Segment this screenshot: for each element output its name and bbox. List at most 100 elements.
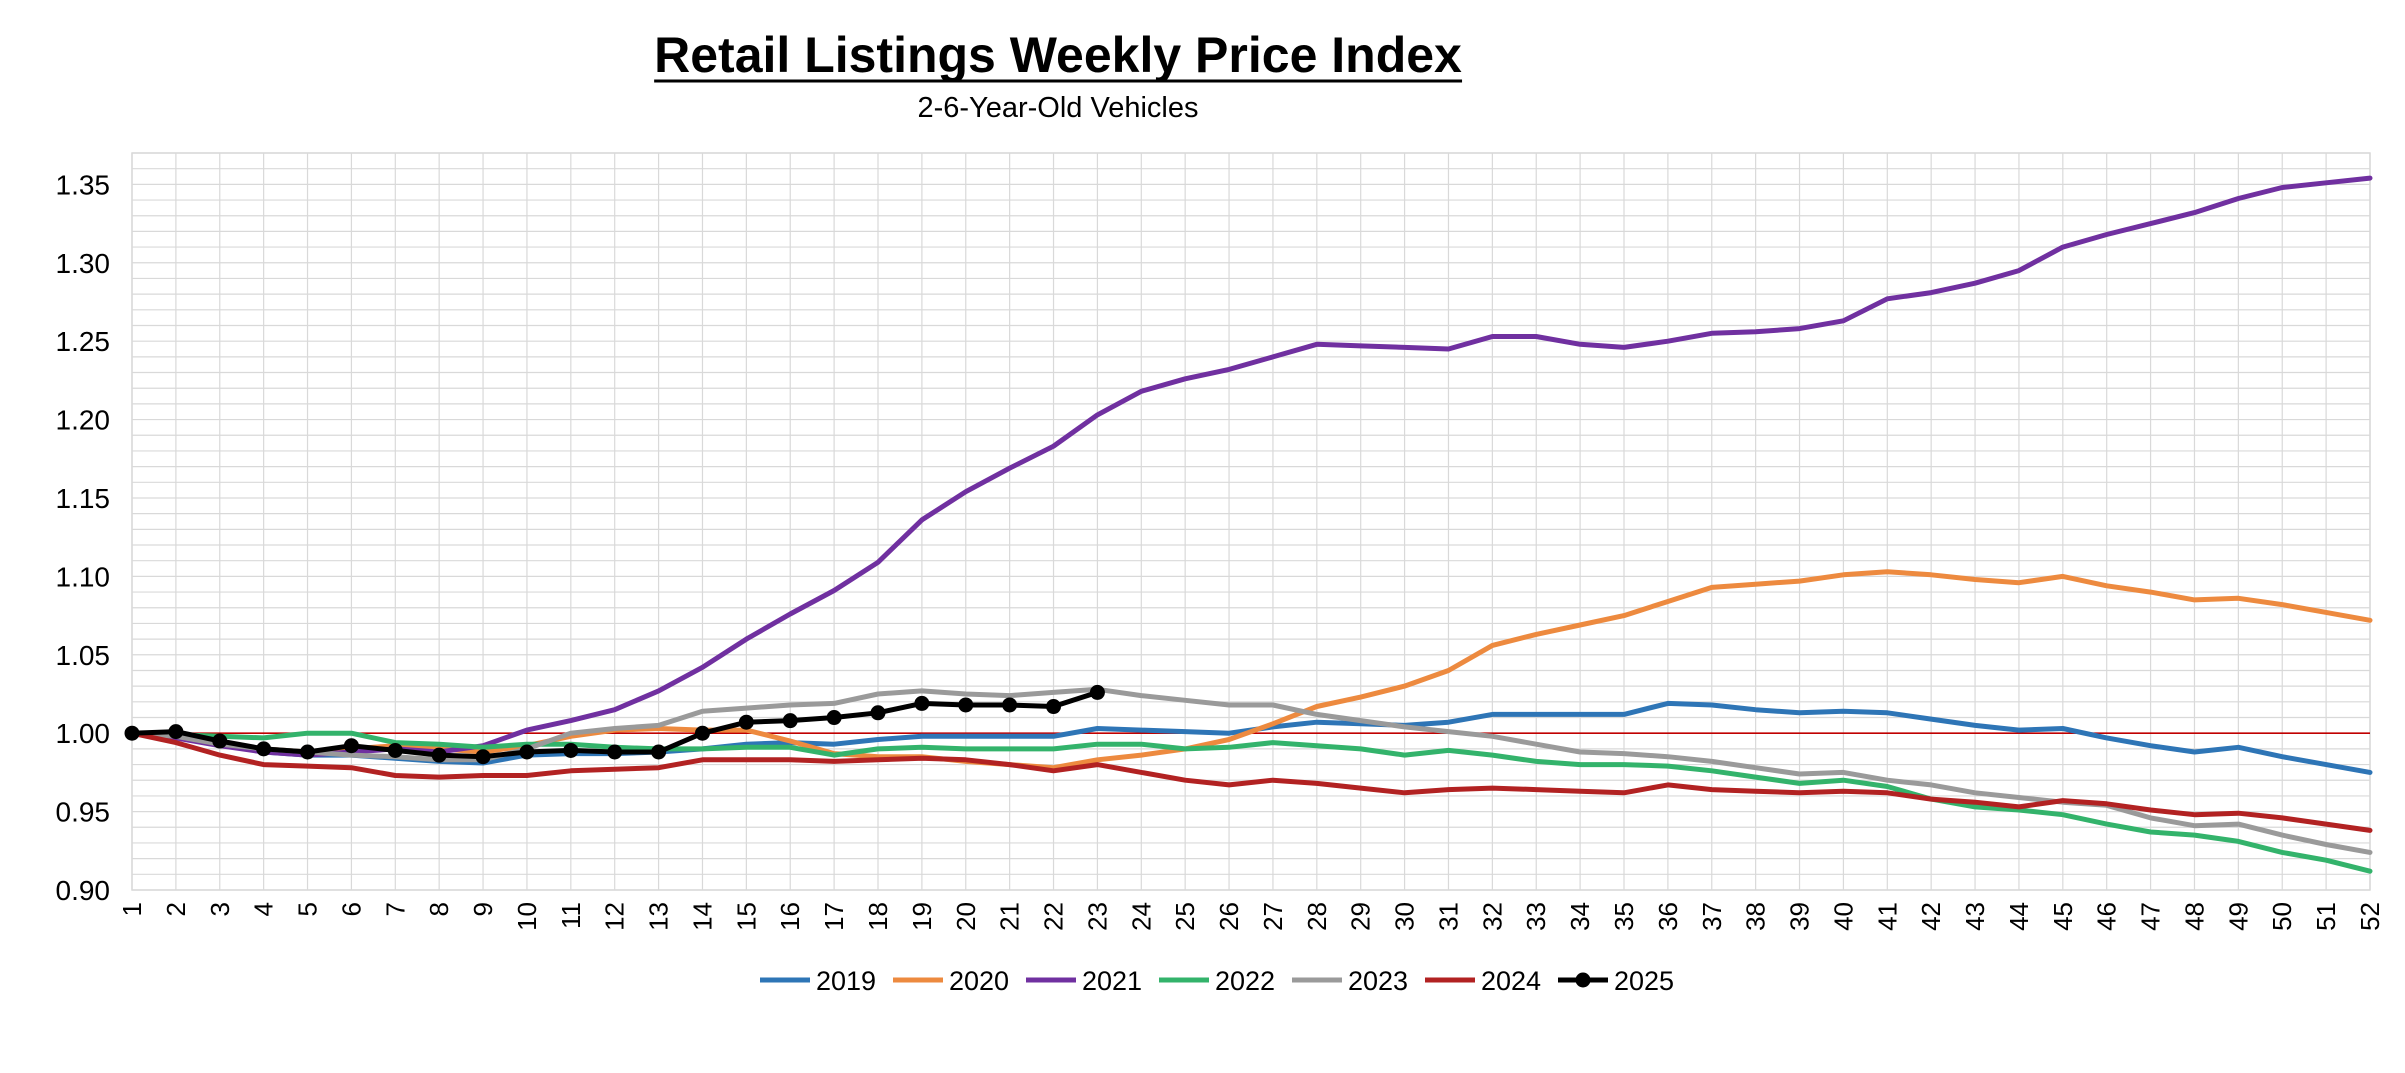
data-point-2025 (124, 725, 140, 741)
data-point-2025 (431, 747, 447, 763)
data-point-2025 (1089, 684, 1105, 700)
x-tick-label: 10 (512, 902, 542, 931)
legend-label: 2022 (1215, 966, 1275, 996)
series-line-2020 (129, 569, 2373, 771)
data-point-2025 (826, 710, 842, 726)
series-2025 (124, 684, 1105, 765)
x-tick-label: 23 (1082, 902, 1112, 931)
data-point-2025 (519, 744, 535, 760)
legend-item-2024: 2024 (1425, 966, 1541, 996)
legend: 2019 2020 2021 2022 2023 2024 2025 (760, 966, 1674, 996)
data-point-2025 (300, 744, 316, 760)
data-point-2025 (563, 742, 579, 758)
x-tick-label: 3 (205, 902, 235, 916)
data-point-2025 (343, 738, 359, 754)
legend-label: 2019 (816, 966, 876, 996)
series-2024 (129, 730, 2373, 833)
x-tick-label: 14 (687, 902, 717, 931)
legend-item-2020: 2020 (893, 966, 1009, 996)
x-tick-label: 38 (1741, 902, 1771, 931)
legend-label: 2020 (949, 966, 1009, 996)
data-point-2025 (738, 714, 754, 730)
x-tick-label: 52 (2355, 902, 2385, 931)
legend-item-2025: 2025 (1558, 966, 1674, 996)
x-tick-label: 48 (2179, 902, 2209, 931)
y-tick-label: 1.00 (56, 718, 111, 749)
y-tick-label: 1.20 (56, 405, 111, 436)
data-point-2025 (607, 744, 623, 760)
x-tick-label: 4 (249, 902, 279, 916)
data-point-2025 (1002, 697, 1018, 713)
y-tick-label: 1.10 (56, 561, 111, 592)
y-tick-label: 1.25 (56, 326, 111, 357)
series-line-2022 (129, 730, 2373, 874)
x-tick-label: 33 (1521, 902, 1551, 931)
legend-label: 2025 (1614, 966, 1674, 996)
y-axis: 0.90 0.95 1.00 1.05 1.10 1.15 1.20 1.25 1.30 1.35 (56, 169, 111, 906)
legend-item-2023: 2023 (1292, 966, 1408, 996)
x-tick-label: 5 (293, 902, 323, 916)
data-point-2025 (168, 724, 184, 740)
x-tick-label: 31 (1433, 902, 1463, 931)
series-layer (124, 175, 2373, 874)
data-point-2025 (914, 695, 930, 711)
x-tick-label: 22 (1039, 902, 1069, 931)
series-line-2021 (129, 175, 2373, 758)
legend-label: 2023 (1348, 966, 1408, 996)
legend-label: 2024 (1481, 966, 1541, 996)
x-tick-label: 28 (1302, 902, 1332, 931)
x-tick-label: 40 (1828, 902, 1858, 931)
x-tick-label: 47 (2136, 902, 2166, 931)
legend-item-2021: 2021 (1026, 966, 1142, 996)
x-tick-label: 39 (1785, 902, 1815, 931)
data-point-2025 (475, 749, 491, 765)
data-point-2025 (651, 744, 667, 760)
x-tick-label: 25 (1170, 902, 1200, 931)
y-tick-label: 0.90 (56, 875, 111, 906)
series-line-2024 (129, 730, 2373, 833)
x-tick-label: 32 (1477, 902, 1507, 931)
chart-subtitle: 2-6-Year-Old Vehicles (917, 92, 1198, 124)
legend-marker (1575, 972, 1591, 988)
x-tick-label: 1 (117, 902, 147, 916)
x-axis: 1 2 3 4 5 6 7 8 9 10 11 12 13 14 15 16 17 18 19 20 21 22 23 24 2… (117, 902, 2385, 931)
legend-item-2019: 2019 (760, 966, 876, 996)
chart-title: Retail Listings Weekly Price Index (654, 27, 1462, 83)
x-tick-label: 19 (907, 902, 937, 931)
x-tick-label: 41 (1872, 902, 1902, 931)
x-tick-label: 29 (1346, 902, 1376, 931)
x-tick-label: 6 (336, 902, 366, 916)
data-point-2025 (256, 741, 272, 757)
x-tick-label: 49 (2223, 902, 2253, 931)
data-point-2025 (870, 705, 886, 721)
x-tick-label: 50 (2267, 902, 2297, 931)
x-tick-label: 12 (600, 902, 630, 931)
data-point-2025 (694, 725, 710, 741)
x-tick-label: 44 (2004, 902, 2034, 931)
title-group: Retail Listings Weekly Price Index 2-6-Y… (654, 27, 1463, 124)
x-tick-label: 16 (775, 902, 805, 931)
x-tick-label: 35 (1609, 902, 1639, 931)
y-tick-label: 0.95 (56, 797, 111, 828)
data-point-2025 (212, 733, 228, 749)
x-tick-label: 13 (644, 902, 674, 931)
x-tick-label: 30 (1390, 902, 1420, 931)
y-tick-label: 1.30 (56, 248, 111, 279)
x-tick-label: 26 (1214, 902, 1244, 931)
x-tick-label: 21 (995, 902, 1025, 931)
x-tick-label: 42 (1916, 902, 1946, 931)
series-2020 (129, 569, 2373, 771)
x-tick-label: 20 (951, 902, 981, 931)
x-tick-label: 17 (819, 902, 849, 931)
x-tick-label: 36 (1653, 902, 1683, 931)
x-tick-label: 46 (2092, 902, 2122, 931)
x-tick-label: 9 (468, 902, 498, 916)
x-tick-label: 45 (2048, 902, 2078, 931)
x-tick-label: 24 (1126, 902, 1156, 931)
series-2021 (129, 175, 2373, 758)
y-tick-label: 1.05 (56, 640, 111, 671)
x-tick-label: 8 (424, 902, 454, 916)
y-tick-label: 1.35 (56, 169, 111, 200)
